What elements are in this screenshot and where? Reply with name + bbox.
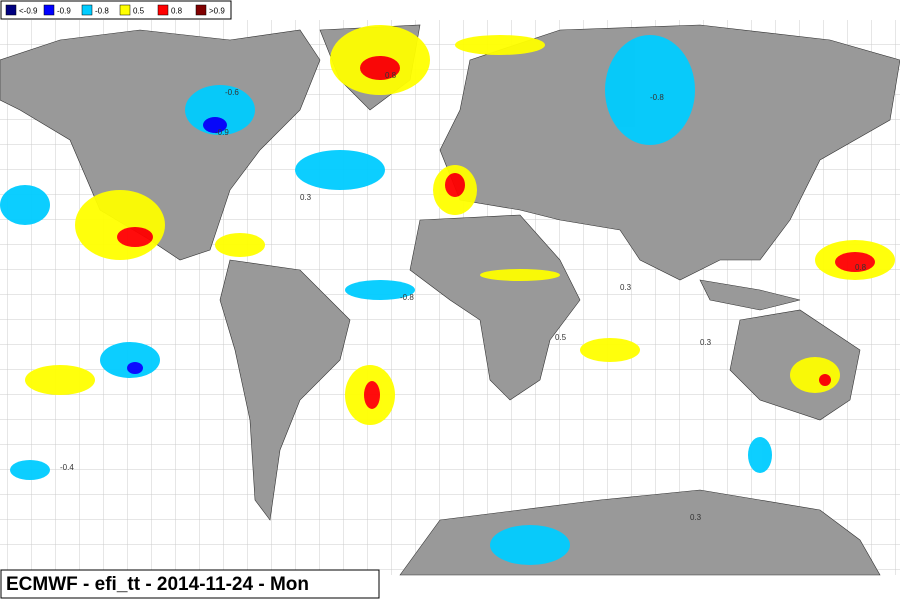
contour-label: -0.8 — [650, 93, 664, 102]
footer: ECMWF - efi_tt - 2014-11-24 - Mon — [0, 569, 380, 599]
anomaly-shading — [0, 25, 895, 565]
hot-area — [360, 56, 400, 80]
contour-label: 0.8 — [385, 71, 397, 80]
footer-title: ECMWF - efi_tt - 2014-11-24 - Mon — [6, 574, 309, 595]
footer-box — [0, 569, 380, 599]
hot-area — [364, 381, 380, 409]
legend-swatch — [81, 4, 93, 16]
warm-area — [480, 269, 560, 281]
legend-box — [0, 0, 232, 20]
legend-label: <-0.9 — [19, 7, 38, 16]
hot-area — [445, 173, 465, 197]
warm-area — [75, 190, 165, 260]
legend-swatch — [157, 4, 169, 16]
legend-swatch — [119, 4, 131, 16]
warm-area — [215, 233, 265, 257]
cold-area — [605, 35, 695, 145]
contour-label: -0.9 — [215, 128, 229, 137]
hot-area — [819, 374, 831, 386]
cold-area — [748, 437, 772, 473]
legend-swatch — [43, 4, 55, 16]
warm-area — [25, 365, 95, 395]
contour-label: -0.8 — [400, 293, 414, 302]
cold-area — [345, 280, 415, 300]
contour-label: 0.3 — [620, 283, 632, 292]
very-cold-area — [203, 117, 227, 133]
legend-swatch — [195, 4, 207, 16]
south-america — [219, 259, 351, 521]
legend: <-0.9 -0.9 -0.8 0.5 0.8 >0.9 — [0, 0, 232, 20]
contour-label: 0.5 — [555, 333, 567, 342]
warm-area — [580, 338, 640, 362]
warm-area — [790, 357, 840, 393]
hot-area — [117, 227, 153, 247]
continents — [0, 24, 900, 576]
contour-label: -0.6 — [225, 88, 239, 97]
contour-labels: -0.8 -0.9 0.8 0.3 -0.8 0.3 0.5 -0.6 0.3 -0.4 0.8 0.… — [60, 71, 867, 522]
cold-area — [10, 460, 50, 480]
cold-area — [100, 342, 160, 378]
warm-area — [455, 35, 545, 55]
cold-area — [490, 525, 570, 565]
hot-area — [835, 252, 875, 272]
cold-area — [295, 150, 385, 190]
contour-label: 0.3 — [690, 513, 702, 522]
contour-label: -0.4 — [60, 463, 74, 472]
legend-label: -0.9 — [57, 7, 71, 16]
legend-label: 0.5 — [133, 7, 145, 16]
north-america — [0, 29, 321, 261]
cold-area — [185, 85, 255, 135]
legend-label: 0.8 — [171, 7, 183, 16]
africa — [409, 214, 581, 401]
contour-label: 0.3 — [300, 193, 312, 202]
contour-label: 0.8 — [855, 263, 867, 272]
legend-swatch — [5, 4, 17, 16]
legend-label: -0.8 — [95, 7, 109, 16]
contour-label: 0.3 — [700, 338, 712, 347]
very-cold-area — [127, 362, 143, 374]
maritime-asia — [699, 279, 801, 311]
legend-label: >0.9 — [209, 7, 225, 16]
cold-area — [0, 185, 50, 225]
